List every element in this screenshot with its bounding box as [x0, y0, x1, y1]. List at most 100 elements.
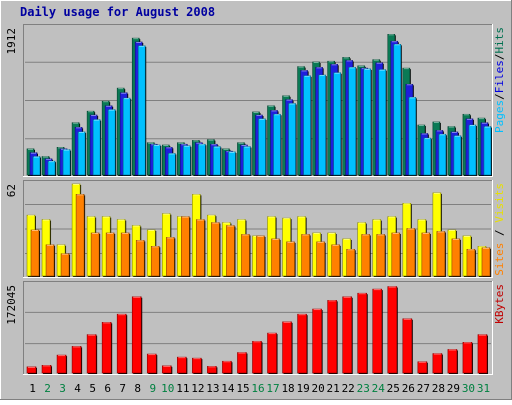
bar-pages-day-28	[438, 133, 447, 176]
bar-sites-day-18	[286, 241, 295, 277]
bar-sites-day-31	[481, 247, 491, 277]
bar-sites-day-27	[421, 232, 431, 277]
bar-pages-day-31	[483, 126, 492, 176]
bar-pages-day-29	[453, 135, 462, 176]
bar-pages-day-14	[228, 151, 236, 176]
bar-kbytes-day-15	[237, 352, 247, 374]
x-tick-label-day-6: 6	[104, 382, 111, 395]
x-tick-label-day-30: 30	[462, 382, 475, 395]
x-tick-label-day-21: 21	[327, 382, 340, 395]
x-tick-label-day-7: 7	[119, 382, 126, 395]
legend-part: Files	[493, 60, 506, 93]
bar-sites-day-10	[165, 237, 175, 277]
bar-sites-day-13	[211, 222, 220, 277]
x-tick-label-day-3: 3	[59, 382, 66, 395]
bar-sites-day-7	[120, 232, 130, 277]
bar-sites-day-15	[241, 234, 250, 277]
bar-sites-day-30	[466, 248, 476, 277]
x-tick-label-day-4: 4	[74, 382, 81, 395]
bar-pages-day-4	[77, 131, 86, 176]
bar-sites-day-9	[150, 246, 160, 277]
legend-part: Pages	[493, 100, 506, 133]
bar-kbytes-day-22	[342, 296, 352, 374]
bar-kbytes-day-24	[372, 288, 383, 374]
legend-part: Hits	[493, 27, 506, 54]
x-tick-label-day-8: 8	[134, 382, 141, 395]
x-tick-label-day-23: 23	[357, 382, 370, 395]
bar-kbytes-day-2	[41, 365, 52, 374]
x-tick-label-day-26: 26	[402, 382, 415, 395]
x-tick-label-day-16: 16	[251, 382, 264, 395]
bar-kbytes-day-10	[161, 365, 172, 374]
bar-pages-day-3	[62, 149, 71, 176]
bar-sites-day-11	[181, 216, 190, 277]
legend-part: Visits	[493, 183, 506, 223]
bar-sites-day-28	[436, 231, 446, 277]
x-tick-label-day-12: 12	[191, 382, 204, 395]
bar-pages-day-20	[318, 74, 326, 176]
bar-sites-day-6	[105, 232, 115, 277]
bar-kbytes-day-27	[417, 361, 428, 374]
bar-sites-day-24	[376, 234, 386, 277]
bar-kbytes-day-18	[282, 321, 292, 374]
x-tick-label-day-27: 27	[417, 382, 430, 395]
bar-sites-day-22	[346, 248, 355, 277]
legend-part: /	[493, 93, 506, 100]
bar-pages-day-10	[167, 153, 176, 176]
bar-sites-day-17	[271, 238, 280, 277]
bar-sites-day-12	[196, 219, 205, 277]
x-tick-label-day-14: 14	[221, 382, 235, 395]
bar-pages-day-26	[408, 97, 417, 176]
bar-pages-day-27	[423, 137, 432, 176]
bar-kbytes-day-26	[402, 318, 413, 374]
x-tick-label-day-15: 15	[236, 382, 249, 395]
x-tick-label-day-5: 5	[89, 382, 96, 395]
bar-kbytes-day-16	[252, 340, 262, 374]
x-tick-label-day-2: 2	[44, 382, 51, 395]
legend-part: /	[493, 54, 506, 61]
bar-sites-day-25	[391, 232, 401, 277]
bar-sites-day-20	[316, 241, 325, 277]
bar-sites-day-14	[226, 225, 235, 277]
series-legend: KBytes	[493, 284, 506, 324]
bar-sites-day-8	[135, 240, 145, 277]
bar-pages-day-24	[378, 69, 387, 176]
bar-kbytes-day-11	[177, 356, 187, 374]
bar-pages-day-2	[47, 160, 56, 176]
bar-pages-day-22	[348, 67, 356, 176]
bar-pages-day-12	[198, 143, 206, 176]
series-legend: Sites / Visits	[493, 183, 506, 276]
bar-pages-day-6	[107, 109, 116, 176]
bar-pages-day-19	[303, 75, 311, 176]
bar-kbytes-day-7	[116, 313, 127, 374]
bar-kbytes-day-25	[387, 286, 398, 374]
chart-title: Daily usage for August 2008	[20, 5, 215, 19]
bar-pages-day-1	[32, 156, 41, 176]
bar-kbytes-day-5	[86, 334, 97, 374]
bar-kbytes-day-30	[462, 342, 473, 374]
x-tick-label-day-28: 28	[432, 382, 445, 395]
bar-kbytes-day-31	[477, 334, 488, 374]
x-tick-label-day-20: 20	[312, 382, 325, 395]
y-max-label: 62	[5, 184, 18, 197]
bar-pages-day-15	[243, 146, 251, 176]
x-tick-label-day-17: 17	[266, 382, 279, 395]
bar-kbytes-day-8	[131, 296, 142, 374]
bar-pages-day-11	[183, 145, 191, 176]
bar-pages-day-9	[152, 144, 161, 176]
x-tick-label-day-11: 11	[176, 382, 189, 395]
bar-sites-day-3	[60, 253, 70, 277]
bar-kbytes-day-20	[312, 308, 322, 374]
bar-pages-day-8	[137, 45, 146, 176]
bar-sites-day-2	[45, 244, 55, 277]
bar-pages-day-30	[468, 124, 477, 176]
x-tick-label-day-29: 29	[447, 382, 460, 395]
legend-part: KBytes	[493, 284, 506, 324]
bar-kbytes-day-14	[222, 360, 232, 374]
x-tick-label-day-9: 9	[149, 382, 156, 395]
x-tick-label-day-13: 13	[206, 382, 219, 395]
bar-sites-day-26	[406, 228, 416, 277]
